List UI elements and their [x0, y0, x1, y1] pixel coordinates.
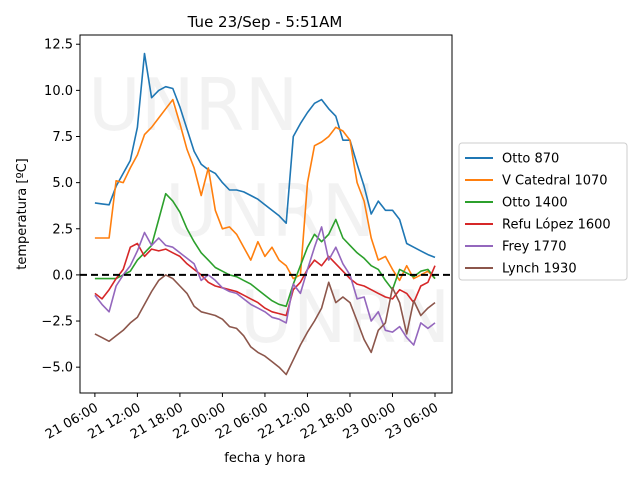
legend-label: Refu López 1600: [502, 218, 611, 233]
chart-title: Tue 23/Sep - 5:51AM: [187, 13, 343, 31]
legend-label: Otto 1400: [502, 196, 568, 211]
series-layer: [94, 52, 436, 376]
series-line-4: [94, 226, 436, 346]
legend: Otto 870 V Catedral 1070 Otto 1400 Refu Lóp…: [458, 142, 628, 281]
y-tick-label: 12.5: [44, 38, 73, 53]
y-axis: −5.0 −2.5 0.0 2.5 5.0 7.5 10.0 12.5: [41, 38, 80, 376]
y-tick-label: 5.0: [52, 176, 73, 191]
y-tick-label: 0.0: [52, 268, 73, 283]
y-tick-label: −2.5: [41, 315, 73, 330]
legend-label: V Catedral 1070: [502, 174, 608, 189]
series-line-1: [94, 98, 436, 282]
plot-frame: [79, 34, 453, 394]
watermark-text: UNRN: [240, 275, 450, 359]
watermarks: UNRN UNRN UNRN: [88, 63, 450, 359]
series-line-0: [94, 52, 436, 259]
y-axis-label: temperatura [ºC]: [15, 158, 30, 269]
y-tick-label: −5.0: [41, 361, 73, 376]
y-tick-label: 2.5: [52, 222, 73, 237]
series-line-3: [94, 242, 436, 317]
y-tick-label: 7.5: [52, 130, 73, 145]
legend-label: Lynch 1930: [502, 262, 577, 277]
watermark-text: UNRN: [88, 63, 298, 147]
series-line-5: [94, 274, 436, 376]
legend-label: Frey 1770: [502, 240, 567, 255]
x-axis-label: fecha y hora: [224, 451, 305, 466]
y-tick-label: 10.0: [44, 84, 73, 99]
legend-box: [458, 142, 628, 281]
watermark-text: UNRN: [165, 169, 375, 253]
legend-label: Otto 870: [502, 152, 559, 167]
